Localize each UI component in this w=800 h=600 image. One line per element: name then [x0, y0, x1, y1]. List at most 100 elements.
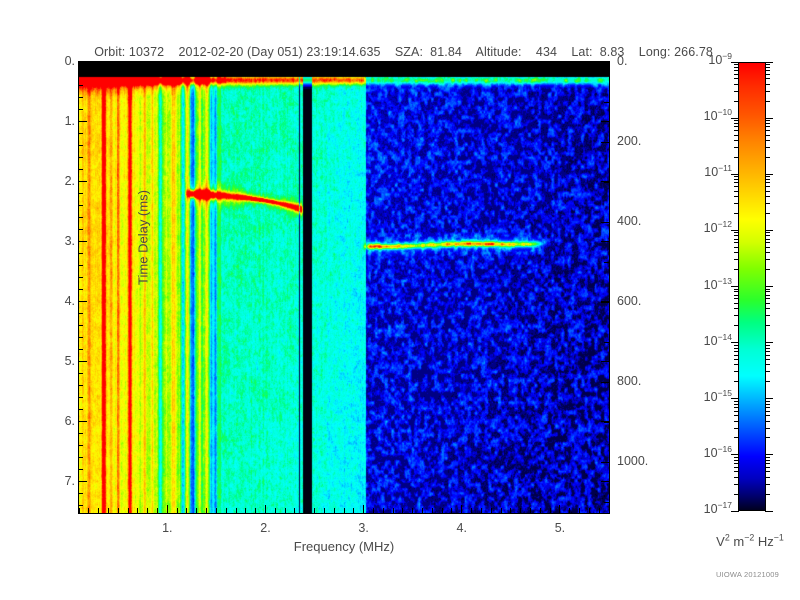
colorbar-tick-label: 10−16 — [703, 443, 732, 460]
x-minor-tick-top — [284, 62, 286, 67]
colorbar-minor-tick-right — [765, 359, 770, 361]
x-minor-tick-top — [579, 62, 581, 67]
x-minor-tick-top — [294, 62, 296, 67]
colorbar-minor-tick — [734, 238, 739, 240]
x-minor-tick-top — [549, 62, 551, 67]
colorbar-minor-tick-right — [765, 190, 770, 192]
x-minor-tick-top — [107, 62, 109, 67]
colorbar-minor-tick-right — [765, 459, 770, 461]
y-tick-left-inner — [601, 121, 609, 123]
colorbar-minor-tick-right — [765, 420, 770, 422]
x-minor-tick — [529, 508, 531, 513]
colorbar-minor-tick-right — [765, 298, 770, 300]
colorbar-tick-label: 10−10 — [703, 106, 732, 124]
x-tick — [363, 505, 365, 513]
y-axis-right-tick-label: 200. — [617, 134, 642, 149]
colorbar-minor-tick — [734, 179, 739, 181]
x-minor-tick — [206, 508, 208, 513]
colorbar-minor-tick — [734, 308, 739, 310]
x-minor-tick-top — [382, 62, 384, 67]
colorbar-tick — [731, 61, 739, 63]
colorbar-minor-tick — [734, 64, 739, 66]
x-tick — [461, 505, 463, 513]
colorbar-minor-tick — [734, 427, 739, 429]
x-axis-tick-label: 1. — [162, 521, 173, 535]
y-tick-right — [601, 141, 609, 143]
y-minor-tick-left — [79, 109, 83, 111]
x-minor-tick — [78, 508, 80, 513]
colorbar-tick — [731, 229, 739, 231]
colorbar-minor-tick-right — [765, 427, 770, 429]
colorbar-minor-tick-right — [765, 123, 770, 125]
credit-label: UIOWA 20121009 — [716, 570, 779, 579]
colorbar-minor-tick-right — [765, 139, 770, 141]
x-tick-top — [461, 62, 463, 70]
x-minor-tick-top — [176, 62, 178, 67]
x-minor-tick — [294, 508, 296, 513]
colorbar-minor-tick-right — [765, 406, 770, 408]
x-minor-tick-top — [225, 62, 227, 67]
y-axis-left-tick-label: 3. — [64, 233, 75, 248]
colorbar-minor-tick-right — [765, 156, 770, 158]
y-axis-left-tick-label: 4. — [64, 293, 75, 308]
y-minor-tick-left — [79, 193, 83, 195]
colorbar-tick — [731, 454, 739, 456]
x-minor-tick-top — [206, 62, 208, 67]
x-minor-tick — [520, 508, 522, 513]
x-minor-tick — [579, 508, 581, 513]
y-minor-tick-left — [79, 313, 83, 315]
x-minor-tick-top — [588, 62, 590, 67]
colorbar-minor-tick-right — [765, 325, 770, 327]
x-minor-tick-top — [422, 62, 424, 67]
x-minor-tick-top — [608, 62, 610, 67]
x-minor-tick-top — [314, 62, 316, 67]
colorbar-minor-tick — [734, 359, 739, 361]
x-minor-tick-top — [372, 62, 374, 67]
colorbar-minor-tick — [734, 182, 739, 184]
colorbar-minor-tick-right — [765, 246, 770, 248]
y-tick-right — [601, 381, 609, 383]
colorbar-minor-tick-right — [765, 90, 770, 92]
colorbar-tick — [731, 510, 739, 512]
colorbar-minor-tick — [734, 344, 739, 346]
y-minor-tick-left — [79, 205, 83, 207]
colorbar-minor-tick-right — [765, 182, 770, 184]
colorbar-minor-tick — [734, 325, 739, 327]
colorbar-tick-label: 10−9 — [708, 50, 732, 67]
colorbar-minor-tick — [734, 371, 739, 373]
colorbar-minor-tick — [734, 70, 739, 72]
colorbar-minor-tick — [734, 381, 739, 383]
y-minor-tick-left — [79, 505, 83, 507]
y-tick-left — [79, 361, 87, 363]
y-axis-right-tick-label: 1000. — [617, 454, 649, 469]
y-minor-tick-left — [79, 409, 83, 411]
colorbar-tick-right — [765, 229, 773, 231]
colorbar-minor-tick-right — [765, 242, 770, 244]
x-minor-tick-top — [127, 62, 129, 67]
y-axis-left-tick-label: 6. — [64, 413, 75, 428]
x-minor-tick-top — [441, 62, 443, 67]
colorbar-minor-tick-right — [765, 176, 770, 178]
y-minor-tick-right — [604, 261, 609, 263]
x-minor-tick — [569, 508, 571, 513]
colorbar-tick-label: 10−17 — [703, 499, 732, 516]
colorbar-minor-tick-right — [765, 410, 770, 412]
colorbar-tick-label: 10−15 — [703, 387, 732, 404]
y-minor-tick-left — [79, 169, 83, 171]
colorbar-minor-tick-right — [765, 212, 770, 214]
colorbar-minor-tick-right — [765, 371, 770, 373]
colorbar-minor-tick — [734, 66, 739, 68]
colorbar-minor-tick-right — [765, 196, 770, 198]
colorbar-minor-tick-right — [765, 302, 770, 304]
colorbar-minor-tick-right — [765, 134, 770, 136]
colorbar-minor-tick — [734, 288, 739, 290]
x-minor-tick-top — [471, 62, 473, 67]
x-minor-tick — [157, 508, 159, 513]
x-minor-tick-top — [323, 62, 325, 67]
colorbar-minor-tick — [734, 420, 739, 422]
y-tick-left — [79, 61, 87, 63]
colorbar-minor-tick — [734, 298, 739, 300]
y-minor-tick-left — [79, 457, 83, 459]
x-minor-tick — [137, 508, 139, 513]
y-minor-tick-left — [79, 277, 83, 279]
